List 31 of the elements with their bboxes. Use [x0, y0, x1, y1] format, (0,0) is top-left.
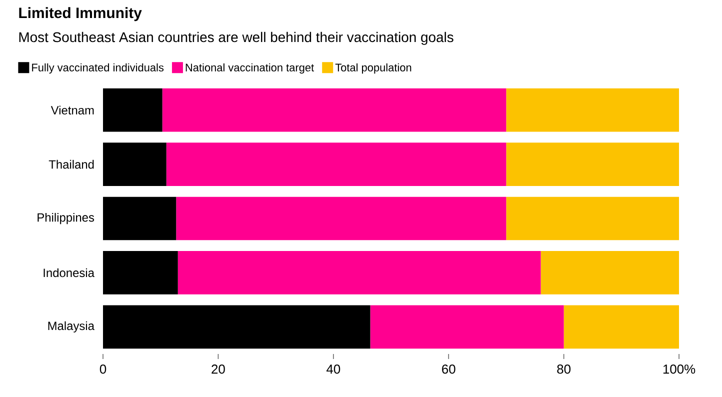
- bar: [103, 305, 370, 349]
- bar: [564, 305, 680, 349]
- bar: [162, 88, 506, 132]
- bar: [103, 251, 178, 294]
- x-tick-label: 0: [100, 364, 106, 374]
- x-tick-label: 40: [326, 364, 340, 374]
- bar: [176, 196, 506, 240]
- y-tick-label: Thailand: [48, 160, 94, 169]
- legend-label: National vaccination target: [186, 63, 314, 74]
- bar: [506, 88, 680, 132]
- bar: [540, 251, 680, 294]
- chart-subtitle: Most Southeast Asian countries are well behind their vaccination goals: [19, 32, 454, 45]
- y-tick-label: Malaysia: [48, 321, 94, 332]
- y-tick-label: Indonesia: [44, 268, 94, 278]
- x-tick-label: 20: [212, 364, 225, 374]
- x-tick-label: 60: [442, 364, 456, 374]
- x-tick-label: 100%: [663, 364, 696, 374]
- y-tick-label: Vietnam: [50, 106, 94, 114]
- legend-label: Total population: [335, 63, 412, 74]
- bar: [103, 142, 166, 186]
- bar: [506, 142, 680, 186]
- chart-title: Limited Immunity: [19, 7, 142, 22]
- bar: [103, 88, 162, 132]
- legend-label: Fully vaccinated individuals: [32, 63, 164, 74]
- bar: [103, 196, 176, 240]
- bar: [506, 196, 680, 240]
- bar: [178, 251, 541, 294]
- y-tick-label: Philippines: [38, 212, 94, 224]
- bar: [370, 305, 564, 349]
- x-tick-label: 80: [557, 364, 571, 374]
- bar: [166, 142, 506, 186]
